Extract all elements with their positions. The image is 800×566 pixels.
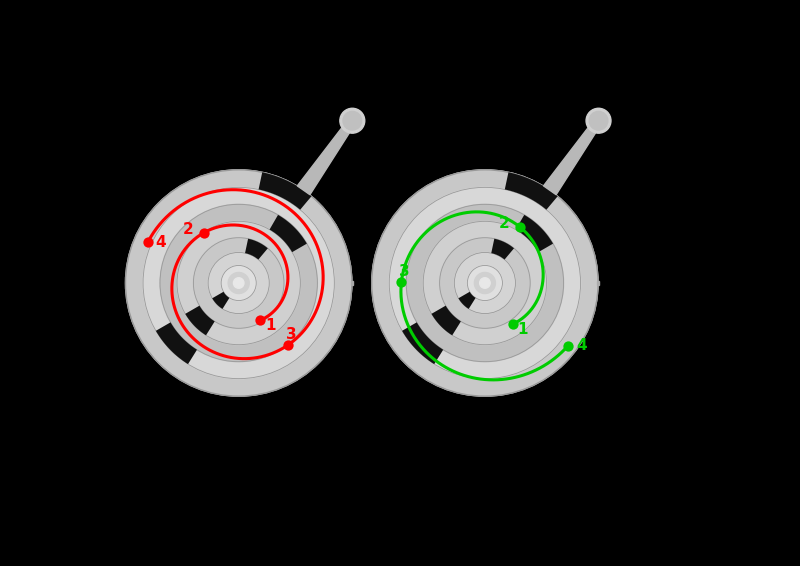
Polygon shape [156, 323, 197, 364]
Polygon shape [245, 239, 268, 260]
Circle shape [440, 238, 530, 328]
Point [513, 222, 526, 231]
Text: 3: 3 [286, 327, 296, 342]
Circle shape [340, 108, 365, 133]
Point [142, 238, 154, 247]
Circle shape [406, 204, 563, 362]
Circle shape [343, 112, 362, 130]
Circle shape [143, 187, 334, 379]
Text: 2: 2 [498, 216, 509, 231]
Circle shape [589, 112, 608, 130]
Polygon shape [458, 292, 476, 309]
Polygon shape [186, 306, 214, 335]
Point [562, 341, 574, 350]
Text: 4: 4 [576, 338, 587, 353]
Bar [598, 281, 599, 285]
Polygon shape [491, 239, 514, 260]
Point [282, 340, 294, 349]
Circle shape [423, 221, 546, 345]
Circle shape [467, 265, 502, 301]
Circle shape [221, 265, 256, 301]
Text: 1: 1 [265, 319, 276, 333]
Point [507, 319, 520, 328]
Circle shape [126, 170, 352, 396]
Polygon shape [402, 323, 443, 364]
Polygon shape [505, 172, 558, 210]
Point [198, 228, 210, 237]
Point [254, 316, 266, 325]
Circle shape [160, 204, 318, 362]
Bar [351, 281, 354, 285]
Text: 2: 2 [183, 222, 194, 237]
Circle shape [177, 221, 300, 345]
Circle shape [390, 187, 581, 379]
Polygon shape [212, 292, 230, 309]
Circle shape [454, 252, 515, 314]
Circle shape [474, 272, 495, 294]
Circle shape [228, 272, 250, 294]
Text: 3: 3 [399, 264, 410, 280]
Polygon shape [543, 118, 602, 195]
Circle shape [234, 278, 244, 288]
Polygon shape [431, 306, 461, 335]
Point [395, 277, 408, 286]
Circle shape [194, 238, 284, 328]
Polygon shape [258, 172, 311, 210]
Polygon shape [298, 118, 356, 195]
Circle shape [208, 252, 270, 314]
Polygon shape [270, 215, 307, 252]
Circle shape [372, 170, 598, 396]
Text: 4: 4 [155, 235, 166, 250]
Polygon shape [516, 215, 553, 252]
Text: 1: 1 [518, 322, 528, 337]
Circle shape [480, 278, 490, 288]
Circle shape [586, 108, 611, 133]
